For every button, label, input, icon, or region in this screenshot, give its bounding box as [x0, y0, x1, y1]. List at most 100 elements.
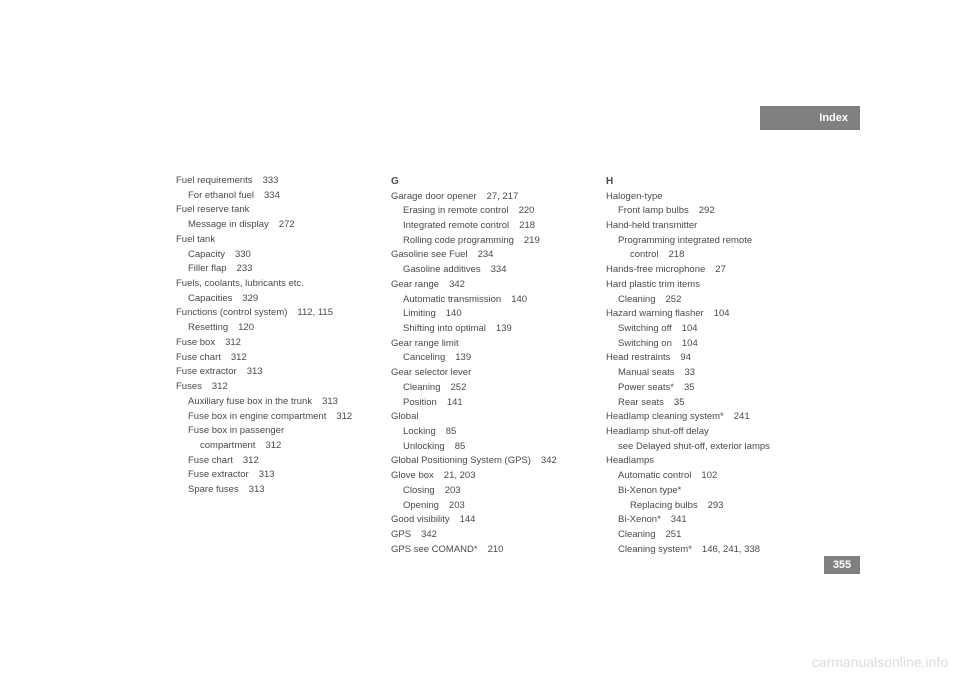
index-entry: Fuel reserve tank — [176, 203, 371, 218]
index-entry-page: 334 — [264, 190, 280, 201]
index-entry: Locking85 — [391, 425, 586, 440]
index-entry-text: GPS — [391, 529, 411, 540]
index-entry-text: Global Positioning System (GPS) — [391, 455, 531, 466]
index-entry: Auxiliary fuse box in the trunk 313 — [176, 395, 371, 410]
index-entry: Halogen-type — [606, 190, 801, 205]
index-entry-page: 313 — [247, 366, 263, 377]
index-entry-page: 342 — [421, 529, 437, 540]
index-entry: Fuse chart312 — [176, 351, 371, 366]
index-entry-text: Cleaning — [403, 382, 441, 393]
index-entry-text: G — [391, 176, 399, 187]
index-entry: Canceling139 — [391, 351, 586, 366]
index-content: Fuel requirements333For ethanol fuel334F… — [176, 174, 801, 557]
index-entry-text: Garage door opener — [391, 191, 477, 202]
index-entry: Fuel requirements333 — [176, 174, 371, 189]
index-entry-text: Capacities — [188, 293, 232, 304]
index-entry-page: 241 — [734, 411, 750, 422]
index-entry-text: Shifting into optimal — [403, 323, 486, 334]
index-entry: Opening203 — [391, 499, 586, 514]
index-entry-text: GPS see COMAND* — [391, 544, 478, 555]
index-entry-page: 104 — [714, 308, 730, 319]
index-entry-page: 312 — [243, 455, 259, 466]
index-entry-page: 218 — [669, 249, 685, 260]
index-entry-text: Fuse chart — [188, 455, 233, 466]
index-entry: see Delayed shut-off, exterior lamps — [606, 440, 801, 455]
index-entry: Power seats*35 — [606, 381, 801, 396]
index-entry: compartment312 — [176, 439, 371, 454]
index-letter-header: G — [391, 174, 586, 190]
index-entry-page: 251 — [666, 529, 682, 540]
index-entry-page: 112, 115 — [297, 307, 333, 318]
index-entry-text: Fuse box — [176, 337, 215, 348]
index-entry-text: Position — [403, 397, 437, 408]
index-entry-page: 85 — [455, 441, 466, 452]
index-entry: Message in display 272 — [176, 218, 371, 233]
index-entry: Fuse box in passenger — [176, 424, 371, 439]
index-entry-text: Rear seats — [618, 397, 664, 408]
index-entry-page: 104 — [682, 338, 698, 349]
index-entry: Position141 — [391, 396, 586, 411]
index-entry-text: Headlamp shut-off delay — [606, 426, 709, 437]
index-entry: Gear selector lever — [391, 366, 586, 381]
index-entry: GPS see COMAND*210 — [391, 543, 586, 558]
index-entry-page: 85 — [446, 426, 457, 437]
index-entry: Fuel tank — [176, 233, 371, 248]
index-entry: Cleaning system* 146, 241, 338 — [606, 543, 801, 558]
index-entry-page: 35 — [684, 382, 695, 393]
index-entry: Integrated remote control218 — [391, 219, 586, 234]
index-entry-text: Gasoline see Fuel — [391, 249, 468, 260]
watermark: carmanualsonline.info — [812, 654, 948, 670]
index-entry-text: H — [606, 176, 613, 187]
index-entry-text: Auxiliary fuse box in the trunk — [188, 396, 312, 407]
index-entry-text: Replacing bulbs — [630, 500, 698, 511]
index-entry: Erasing in remote control220 — [391, 204, 586, 219]
index-entry-text: Switching off — [618, 323, 672, 334]
index-entry-text: Halogen-type — [606, 191, 663, 202]
index-entry-text: Hard plastic trim items — [606, 279, 700, 290]
index-entry: Hazard warning flasher104 — [606, 307, 801, 322]
index-entry-text: Fuel tank — [176, 234, 215, 245]
index-entry-text: Message in display — [188, 219, 269, 230]
index-entry-page: 94 — [680, 352, 691, 363]
index-entry: Unlocking 85 — [391, 440, 586, 455]
section-header-text: Index — [819, 112, 848, 124]
index-entry-page: 312 — [225, 337, 241, 348]
index-entry-text: Headlamp cleaning system* — [606, 411, 724, 422]
index-entry-page: 139 — [455, 352, 471, 363]
index-entry-page: 219 — [524, 235, 540, 246]
index-entry-page: 144 — [460, 514, 476, 525]
index-entry-text: Integrated remote control — [403, 220, 509, 231]
index-entry-text: Unlocking — [403, 441, 445, 452]
index-entry: Hands-free microphone27 — [606, 263, 801, 278]
index-entry-page: 146, 241, 338 — [702, 544, 760, 555]
index-entry-page: 293 — [708, 500, 724, 511]
index-entry-text: Cleaning — [618, 529, 656, 540]
index-entry-page: 341 — [671, 514, 687, 525]
index-entry: Fuels, coolants, lubricants etc. — [176, 277, 371, 292]
index-entry-text: Fuse box in passenger — [188, 425, 284, 436]
index-entry: Garage door opener27, 217 — [391, 190, 586, 205]
index-entry-page: 272 — [279, 219, 295, 230]
index-entry-text: Functions (control system) — [176, 307, 287, 318]
index-entry: Front lamp bulbs292 — [606, 204, 801, 219]
index-entry-text: Limiting — [403, 308, 436, 319]
index-entry: Gasoline see Fuel 234 — [391, 248, 586, 263]
index-entry-page: 203 — [449, 500, 465, 511]
index-entry-text: see Delayed shut-off, exterior lamps — [618, 441, 770, 452]
index-entry-text: Good visibility — [391, 514, 450, 525]
index-entry: Fuses312 — [176, 380, 371, 395]
index-entry-page: 35 — [674, 397, 685, 408]
index-entry-page: 234 — [478, 249, 494, 260]
index-entry: Global Positioning System (GPS)342 — [391, 454, 586, 469]
index-entry-text: Fuel reserve tank — [176, 204, 249, 215]
index-entry-page: 313 — [259, 469, 275, 480]
index-column-2: G Garage door opener27, 217Erasing in rem… — [391, 174, 586, 557]
index-entry: Rear seats 35 — [606, 396, 801, 411]
index-entry-text: Manual seats — [618, 367, 675, 378]
index-entry-page: 312 — [336, 411, 352, 422]
index-entry-page: 330 — [235, 249, 251, 260]
index-entry-page: 329 — [242, 293, 258, 304]
index-entry-page: 313 — [322, 396, 338, 407]
index-entry-text: Resetting — [188, 322, 228, 333]
index-entry-text: Cleaning system* — [618, 544, 692, 555]
